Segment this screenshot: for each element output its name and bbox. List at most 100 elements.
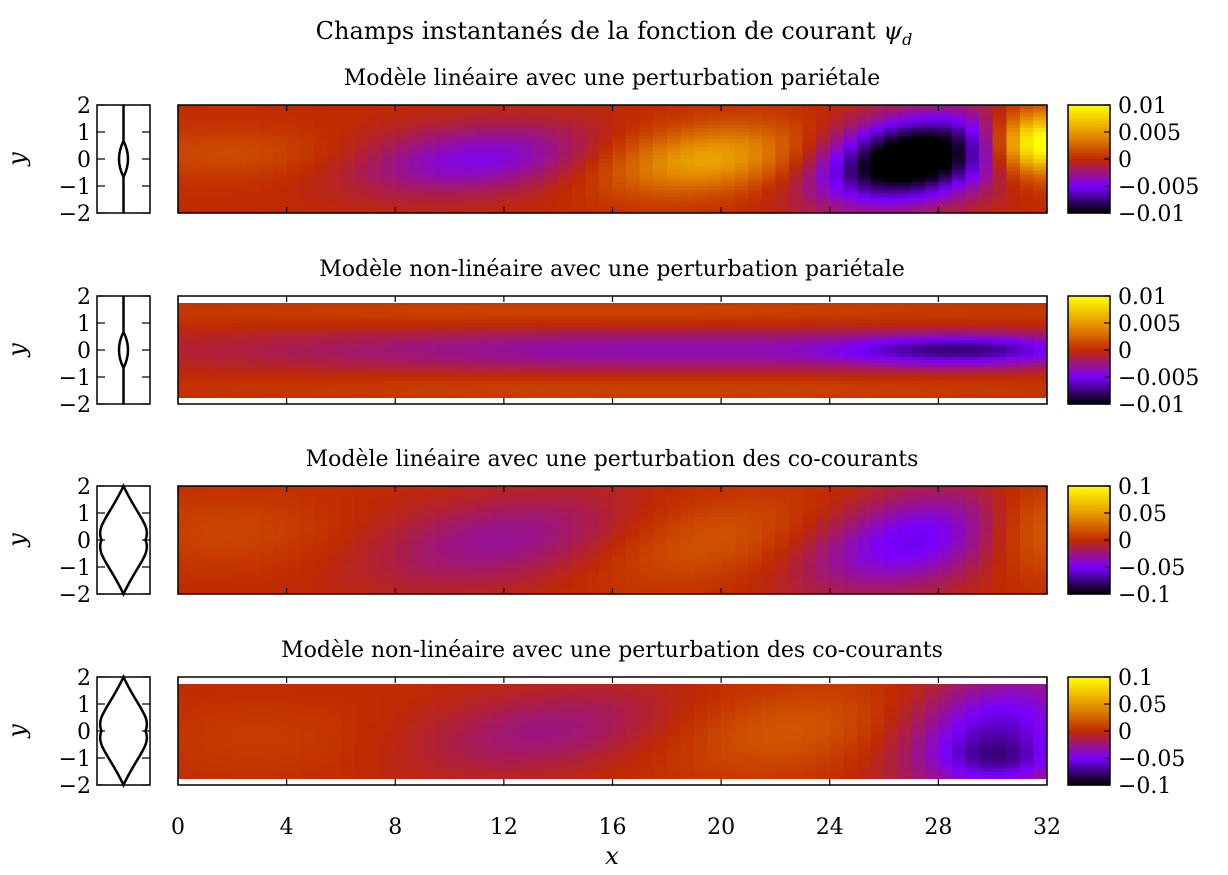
heatmap-cell xyxy=(856,205,872,210)
heatmap-cell xyxy=(368,370,383,375)
heatmap-cell xyxy=(816,108,831,114)
heatmap-cell xyxy=(381,513,396,518)
heatmap-cell xyxy=(897,201,912,206)
heatmap-cell xyxy=(422,302,437,307)
heatmap-cell xyxy=(585,306,600,311)
heatmap-cell xyxy=(965,193,980,199)
heatmap-cell xyxy=(205,189,220,195)
heatmap-cell xyxy=(544,486,559,491)
heatmap-cell xyxy=(1033,370,1048,375)
heatmap-cell xyxy=(449,387,464,392)
heatmap-cell xyxy=(286,563,301,568)
heatmap-cell xyxy=(680,509,695,514)
heatmap-cell xyxy=(938,302,953,307)
heatmap-cell xyxy=(911,329,926,334)
heatmap-cell xyxy=(558,182,573,187)
heatmap-cell xyxy=(653,189,668,195)
heatmap-cell xyxy=(259,360,274,365)
heatmap-cell xyxy=(503,574,519,580)
heatmap-cell xyxy=(721,586,736,591)
heatmap-cell xyxy=(585,329,600,334)
heatmap-cell xyxy=(775,319,790,324)
heatmap-cell xyxy=(408,377,424,381)
heatmap-cell xyxy=(816,120,831,125)
heatmap-cell xyxy=(721,159,736,164)
heatmap-cell xyxy=(273,189,288,195)
heatmap-cell xyxy=(300,524,315,530)
heatmap-cell xyxy=(476,319,491,324)
heatmap-cell xyxy=(449,555,464,560)
heatmap-cell xyxy=(870,370,885,375)
heatmap-cell xyxy=(897,147,912,152)
heatmap-cell xyxy=(816,124,831,129)
heatmap-cell xyxy=(979,383,994,388)
heatmap-cell xyxy=(408,555,424,560)
heatmap-cell xyxy=(680,186,695,191)
heatmap-cell xyxy=(286,326,301,331)
heatmap-cell xyxy=(259,387,274,392)
heatmap-cell xyxy=(653,139,668,145)
heatmap-cell xyxy=(544,170,559,176)
heatmap-cell xyxy=(503,532,519,537)
heatmap-cell xyxy=(354,578,369,584)
heatmap-cell xyxy=(721,139,736,145)
heatmap-cell xyxy=(191,516,206,522)
heatmap-cell xyxy=(232,516,247,522)
heatmap-cell xyxy=(517,543,532,549)
heatmap-cell xyxy=(666,336,681,341)
heatmap-cell xyxy=(259,547,274,553)
heatmap-cell xyxy=(218,186,233,191)
heatmap-cell xyxy=(897,350,912,354)
heatmap-cell xyxy=(273,486,288,491)
heatmap-cell xyxy=(748,543,763,549)
heatmap-cell xyxy=(884,326,899,331)
heatmap-cell xyxy=(449,139,464,145)
heatmap-cell xyxy=(721,166,736,172)
heatmap-cell xyxy=(829,302,844,307)
heatmap-cell xyxy=(327,323,342,327)
heatmap-cell xyxy=(707,166,722,172)
heatmap-cell xyxy=(1006,343,1021,348)
heatmap-cell xyxy=(286,302,301,307)
heatmap-cell xyxy=(300,350,315,354)
heatmap-cell xyxy=(503,350,519,354)
heatmap-cell xyxy=(178,333,193,338)
heatmap-cell xyxy=(354,350,369,354)
heatmap-cell xyxy=(517,520,532,526)
heatmap-cell xyxy=(286,128,301,133)
heatmap-cell xyxy=(205,373,220,378)
heatmap-cell xyxy=(463,373,478,378)
heatmap-cell xyxy=(327,143,342,149)
heatmap-cell xyxy=(721,551,736,557)
heatmap-cell xyxy=(300,329,315,334)
heatmap-cell xyxy=(327,316,342,321)
heatmap-cell xyxy=(789,151,804,156)
heatmap-cell xyxy=(476,524,491,530)
heatmap-cell xyxy=(381,353,396,358)
heatmap-cell xyxy=(693,524,709,530)
heatmap-cell xyxy=(992,128,1007,133)
heatmap-cell xyxy=(531,306,546,311)
heatmap-cell xyxy=(340,319,356,324)
heatmap-cell xyxy=(313,497,328,503)
heatmap-cell xyxy=(273,159,288,164)
heatmap-cell xyxy=(870,302,885,307)
heatmap-cell xyxy=(816,393,831,398)
heatmap-cell xyxy=(449,570,464,576)
heatmap-cell xyxy=(924,209,939,214)
heatmap-cell xyxy=(531,567,546,572)
heatmap-cell xyxy=(911,143,926,149)
heatmap-cell xyxy=(327,524,342,530)
heatmap-cell xyxy=(992,302,1007,307)
heatmap-cell xyxy=(666,170,681,176)
heatmap-cell xyxy=(748,536,763,541)
heatmap-cell xyxy=(884,178,899,183)
heatmap-cell xyxy=(368,373,383,378)
heatmap-cell xyxy=(639,326,654,331)
heatmap-cell xyxy=(992,155,1007,160)
heatmap-cell xyxy=(693,343,709,348)
heatmap-cell xyxy=(205,309,220,314)
heatmap-cell xyxy=(490,108,505,114)
heatmap-cell xyxy=(218,120,233,125)
heatmap-cell xyxy=(531,162,546,168)
